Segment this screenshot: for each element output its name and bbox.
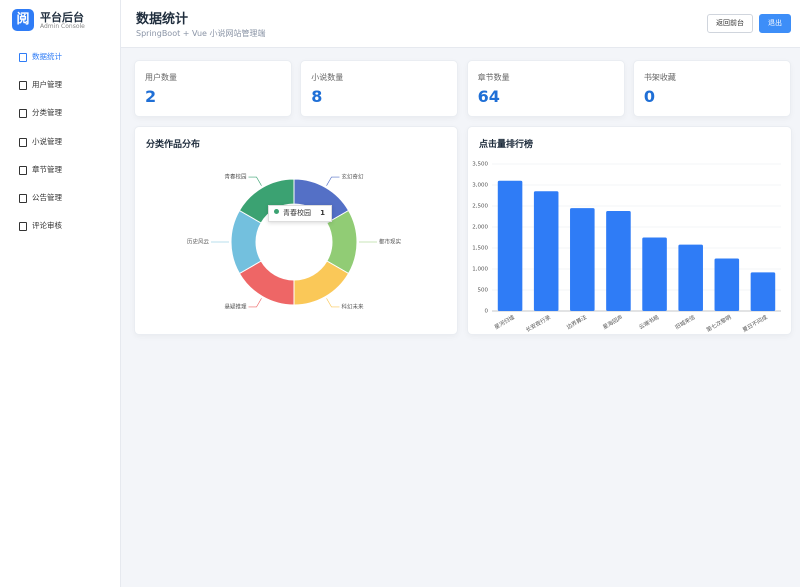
brand-subtitle: Admin Console: [40, 23, 85, 30]
x-tick-label: 长安夜行录: [524, 313, 552, 334]
stat-card: 章节数量 64: [466, 60, 625, 117]
y-tick-label: 3,000: [472, 183, 488, 189]
bar: [497, 180, 523, 311]
y-tick-label: 1,000: [472, 267, 488, 273]
leader-line: [248, 298, 262, 308]
bar: [570, 208, 595, 311]
bar: [750, 272, 776, 311]
menu-item[interactable]: 用户管理: [12, 75, 110, 95]
brand-title: 平台后台: [40, 11, 84, 24]
bar: [642, 237, 667, 311]
bar: [678, 244, 703, 311]
sidebar: 阅 平台后台 Admin Console 数据统计用户管理分类管理小说管理章节管…: [0, 0, 121, 587]
slice-label: 科幻未来: [342, 302, 365, 310]
y-tick-label: 3,500: [472, 162, 488, 168]
stat-label: 小说数量: [311, 73, 344, 82]
stat-value: 8: [311, 87, 323, 106]
stat-value: 64: [477, 87, 500, 106]
header: 数据统计 SpringBoot + Vue 小说网站管理端 返回前台 退出: [121, 0, 800, 48]
x-tick-label: 边界算法: [565, 313, 588, 331]
logout-button[interactable]: 退出: [759, 14, 791, 33]
x-tick-label: 星海回声: [601, 313, 624, 331]
slice-label: 都市现实: [379, 238, 402, 246]
chart-title: 分类作品分布: [146, 140, 201, 150]
bar: [714, 258, 740, 311]
chart-title: 点击量排行榜: [479, 140, 534, 150]
stat-value: 2: [145, 87, 157, 106]
leader-line: [326, 176, 340, 186]
y-tick-label: 0: [485, 309, 489, 315]
back-button[interactable]: 返回前台: [707, 14, 753, 33]
page-title: 数据统计: [136, 12, 189, 27]
x-tick-label: 云端书局: [637, 313, 660, 331]
bar: [533, 191, 559, 311]
pie-slice: [238, 178, 295, 224]
bar-card: 点击量排行榜 0 500 1,000 1,500 2,000 2,500 3,000 3,50…: [467, 126, 792, 335]
x-tick-label: 星河归墟: [493, 313, 516, 331]
y-tick-label: 2,500: [472, 204, 488, 210]
stat-label: 章节数量: [477, 73, 510, 82]
menu-item[interactable]: 小说管理: [12, 132, 110, 152]
page-subtitle: SpringBoot + Vue 小说网站管理端: [136, 29, 266, 38]
leader-line: [326, 298, 340, 308]
leader-line: [248, 176, 262, 186]
tooltip-value: 1: [320, 209, 325, 217]
bar-chart: 0 500 1,000 1,500 2,000 2,500 3,000 3,500 星河归墟 长安…: [472, 162, 781, 334]
y-tick-label: 1,500: [472, 246, 488, 252]
menu-item[interactable]: 数据统计: [12, 47, 110, 67]
stat-label: 书架收藏: [643, 73, 676, 82]
menu-item[interactable]: 评论审核: [12, 216, 110, 236]
stat-value: 0: [643, 87, 656, 106]
y-tick-label: 2,000: [472, 225, 488, 231]
x-tick-label: 第七次黎明: [705, 313, 733, 334]
tooltip: 青春校园 1: [268, 205, 332, 222]
menu-item[interactable]: 公告管理: [12, 188, 110, 208]
stat-card: 书架收藏 0: [632, 60, 791, 117]
stat-card: 用户数量 2: [134, 60, 292, 117]
slice-label: 玄幻奇幻: [342, 173, 365, 181]
logo: 阅: [12, 9, 34, 31]
stat-card: 小说数量 8: [300, 60, 459, 117]
tooltip-label: 青春校园: [283, 209, 311, 217]
x-tick-label: 旧城来信: [673, 313, 696, 331]
bar: [606, 211, 631, 311]
menu-item[interactable]: 分类管理: [12, 103, 110, 123]
slice-label: 青春校园: [224, 173, 247, 181]
y-tick-label: 500: [478, 288, 489, 294]
x-tick-label: 夏日不问成: [741, 313, 769, 334]
slice-label: 悬疑推理: [224, 302, 247, 310]
menu-item[interactable]: 章节管理: [12, 160, 110, 180]
slice-label: 历史风云: [187, 238, 210, 246]
stat-label: 用户数量: [145, 73, 177, 82]
pie-card: 分类作品分布 玄幻奇幻都市现实科幻未来 悬疑推理 历史风云 青春校园 青春校园 1: [134, 126, 458, 335]
